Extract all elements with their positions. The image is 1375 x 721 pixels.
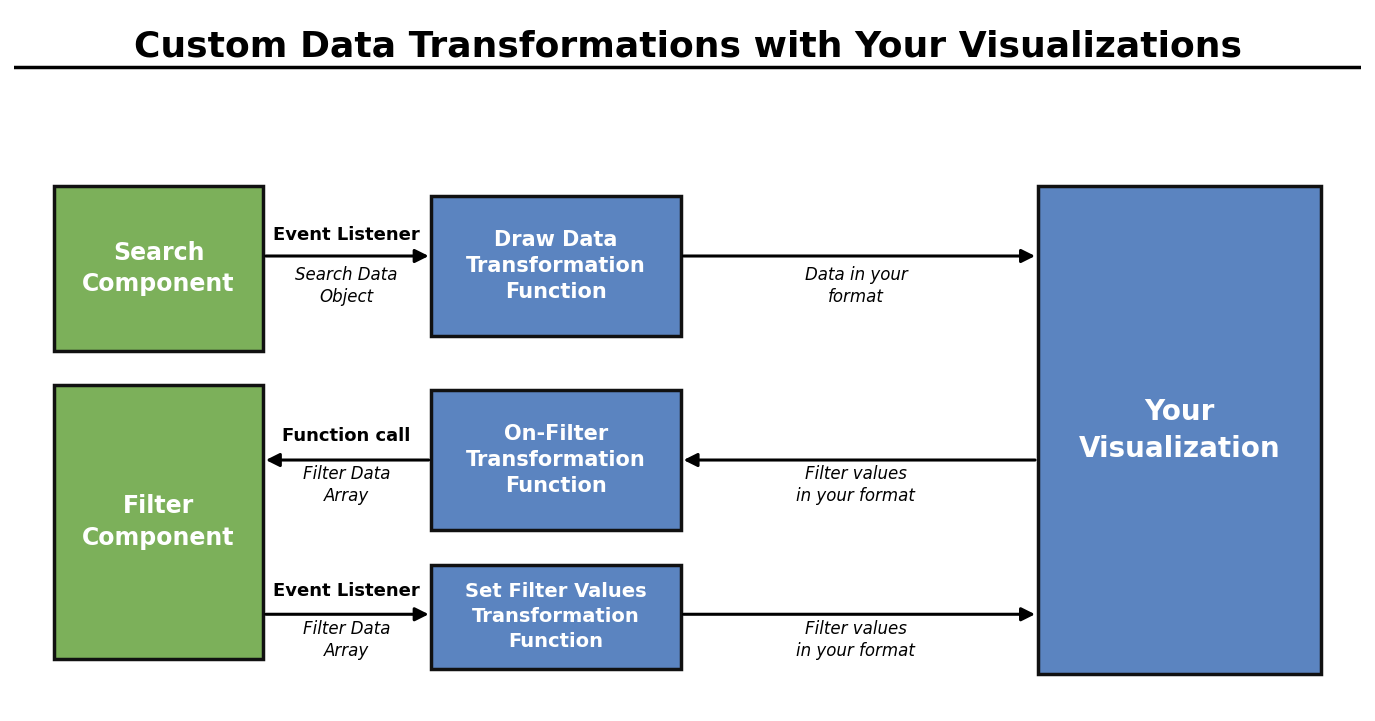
Text: Filter values
in your format: Filter values in your format — [796, 465, 916, 505]
Text: Search
Component: Search Component — [82, 241, 235, 296]
FancyBboxPatch shape — [432, 196, 681, 335]
Text: Filter Data
Array: Filter Data Array — [302, 465, 390, 505]
Text: Event Listener: Event Listener — [274, 226, 419, 244]
Text: On-Filter
Transformation
Function: On-Filter Transformation Function — [466, 424, 646, 497]
Text: Event Listener: Event Listener — [274, 583, 419, 601]
Text: Custom Data Transformations with Your Visualizations: Custom Data Transformations with Your Vi… — [133, 29, 1242, 63]
FancyBboxPatch shape — [1038, 186, 1321, 674]
Text: Filter
Component: Filter Component — [82, 495, 235, 550]
FancyBboxPatch shape — [54, 386, 263, 659]
Text: Draw Data
Transformation
Function: Draw Data Transformation Function — [466, 229, 646, 302]
Text: Data in your
format: Data in your format — [804, 266, 908, 306]
FancyBboxPatch shape — [432, 565, 681, 669]
Text: Filter values
in your format: Filter values in your format — [796, 620, 916, 660]
Text: Search Data
Object: Search Data Object — [296, 266, 397, 306]
FancyBboxPatch shape — [54, 186, 263, 350]
Text: Filter Data
Array: Filter Data Array — [302, 620, 390, 660]
Text: Set Filter Values
Transformation
Function: Set Filter Values Transformation Functio… — [465, 583, 646, 651]
Text: Function call: Function call — [282, 427, 411, 445]
Text: Your
Visualization: Your Visualization — [1078, 398, 1280, 463]
FancyBboxPatch shape — [432, 390, 681, 530]
